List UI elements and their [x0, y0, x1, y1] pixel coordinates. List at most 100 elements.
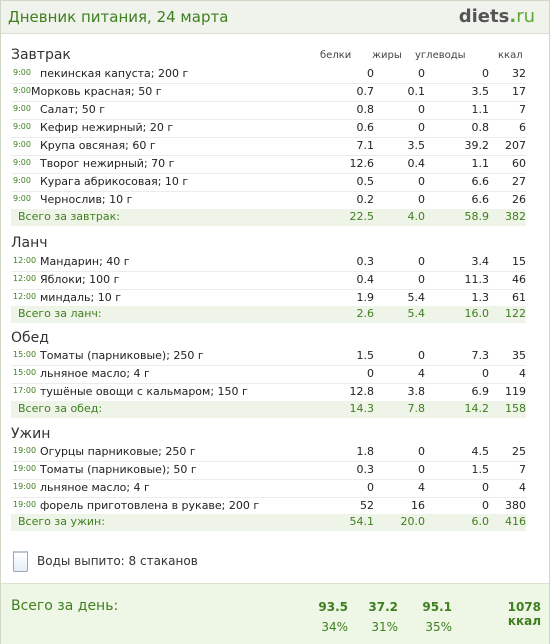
time: 12:00 [13, 256, 37, 265]
food-row[interactable]: 9:00 Чернослив; 10 г 0.2 0 6.6 26 [11, 192, 526, 210]
carbs: 0.8 [471, 121, 490, 134]
food-row[interactable]: 19:00 форель приготовлена в рукаве; 200 … [11, 498, 526, 516]
kcal: 26 [512, 193, 526, 206]
fat: 4 [418, 367, 425, 380]
food-name: Курага абрикосовая; 10 г [40, 175, 189, 188]
food-row[interactable]: 12:00 Яблоки; 100 г 0.4 0 11.3 46 [11, 272, 526, 290]
protein: 0.4 [356, 273, 375, 286]
fat: 0.1 [407, 85, 426, 98]
food-row[interactable]: 15:00 льняное масло; 4 г 0 4 0 4 [11, 366, 526, 384]
section-total-uzhin: Всего за ужин: 54.1 20.0 6.0 416 [11, 514, 526, 531]
kcal: 7 [519, 463, 526, 476]
carbs: 1.5 [471, 463, 490, 476]
kcal: 46 [512, 273, 526, 286]
food-name: льняное масло; 4 г [40, 367, 150, 380]
protein: 1.8 [356, 445, 375, 458]
food-name: тушёные овощи с кальмаром; 150 г [40, 385, 248, 398]
food-row[interactable]: 17:00 тушёные овощи с кальмаром; 150 г 1… [11, 384, 526, 402]
carbs: 0 [482, 481, 489, 494]
food-row[interactable]: 9:00 Салат; 50 г 0.8 0 1.1 7 [11, 102, 526, 120]
kcal: 4 [519, 367, 526, 380]
food-row[interactable]: 12:00 Мандарин; 40 г 0.3 0 3.4 15 [11, 254, 526, 272]
food-row[interactable]: 19:00 Томаты (парниковые); 50 г 0.3 0 1.… [11, 462, 526, 480]
protein: 0.7 [356, 85, 375, 98]
food-row[interactable]: 9:00 Курага абрикосовая; 10 г 0.5 0 6.6 … [11, 174, 526, 192]
section-title-uzhin: Ужин [11, 426, 51, 442]
kcal: 32 [512, 67, 526, 80]
day-kcal: 1078 ккал [507, 600, 541, 628]
food-row[interactable]: 9:00 Творог нежирный; 70 г 12.6 0.4 1.1 … [11, 156, 526, 174]
carbs: 6.9 [471, 385, 490, 398]
protein: 54.1 [349, 515, 375, 528]
carbs: 3.4 [471, 255, 490, 268]
food-name: Томаты (парниковые); 250 г [40, 349, 204, 362]
total-label: Всего за ужин: [18, 515, 105, 528]
carbs: 6.0 [471, 515, 490, 528]
protein: 12.6 [349, 157, 375, 170]
food-name: Яблоки; 100 г [40, 273, 120, 286]
day-fat-pct: 31% [371, 620, 398, 634]
fat: 3.8 [407, 385, 426, 398]
food-row[interactable]: 15:00 Томаты (парниковые); 250 г 1.5 0 7… [11, 348, 526, 366]
water-text: Воды выпито: 8 стаканов [37, 554, 198, 568]
kcal: 6 [519, 121, 526, 134]
food-row[interactable]: 9:00 Кефир нежирный; 20 г 0.6 0 0.8 6 [11, 120, 526, 138]
kcal: 119 [505, 385, 526, 398]
time: 9:00 [13, 104, 31, 113]
fat: 0 [418, 175, 425, 188]
carbs: 0 [482, 499, 489, 512]
kcal: 15 [512, 255, 526, 268]
food-row[interactable]: 9:00 Крупа овсяная; 60 г 7.1 3.5 39.2 20… [11, 138, 526, 156]
protein: 7.1 [356, 139, 375, 152]
protein: 0 [367, 481, 374, 494]
logo-dot: . [509, 6, 517, 27]
food-row[interactable]: 19:00 Огурцы парниковые; 250 г 1.8 0 4.5… [11, 444, 526, 462]
section-title-breakfast: Завтрак [11, 47, 71, 63]
fat: 3.5 [407, 139, 426, 152]
header-bar: Дневник питания, 24 марта diets.ru [1, 1, 549, 34]
logo-tld: ru [516, 6, 535, 27]
protein: 52 [360, 499, 374, 512]
diets-logo[interactable]: diets.ru [459, 6, 535, 27]
fat: 0 [418, 67, 425, 80]
fat: 5.4 [407, 291, 426, 304]
total-label: Всего за завтрак: [18, 210, 121, 223]
section-title-lunch: Ланч [11, 235, 48, 251]
protein: 0 [367, 67, 374, 80]
carbs: 7.3 [471, 349, 490, 362]
food-row[interactable]: 9:00 пекинская капуста; 200 г 0 0 0 32 [11, 66, 526, 84]
fat: 0 [418, 103, 425, 116]
day-fat: 37.2 [368, 600, 398, 614]
section-total-obed: Всего за обед: 14.3 7.8 14.2 158 [11, 401, 526, 418]
carbs: 0 [482, 67, 489, 80]
day-total: Всего за день: 93.5 37.2 95.1 1078 ккал … [1, 583, 549, 644]
protein: 0.3 [356, 463, 375, 476]
food-name: Творог нежирный; 70 г [40, 157, 175, 170]
kcal: 382 [505, 210, 526, 223]
kcal: 27 [512, 175, 526, 188]
time: 15:00 [13, 350, 37, 359]
kcal: 25 [512, 445, 526, 458]
kcal: 207 [505, 139, 526, 152]
kcal: 35 [512, 349, 526, 362]
fat: 4.0 [407, 210, 426, 223]
food-name: миндаль; 10 г [40, 291, 121, 304]
protein: 22.5 [349, 210, 375, 223]
day-protein: 93.5 [318, 600, 348, 614]
time: 12:00 [13, 292, 37, 301]
col-kcal: ккал [498, 50, 523, 61]
kcal: 416 [505, 515, 526, 528]
carbs: 14.2 [464, 402, 490, 415]
kcal: 61 [512, 291, 526, 304]
carbs: 58.9 [464, 210, 490, 223]
food-row[interactable]: 9:00 Морковь красная; 50 г 0.7 0.1 3.5 1… [11, 84, 526, 102]
carbs: 16.0 [464, 307, 490, 320]
food-row[interactable]: 19:00 льняное масло; 4 г 0 4 0 4 [11, 480, 526, 498]
day-carbs: 95.1 [422, 600, 452, 614]
day-protein-pct: 34% [321, 620, 348, 634]
food-name: Крупа овсяная; 60 г [40, 139, 156, 152]
time: 19:00 [13, 500, 37, 509]
food-name: форель приготовлена в рукаве; 200 г [40, 499, 260, 512]
protein: 0.8 [356, 103, 375, 116]
